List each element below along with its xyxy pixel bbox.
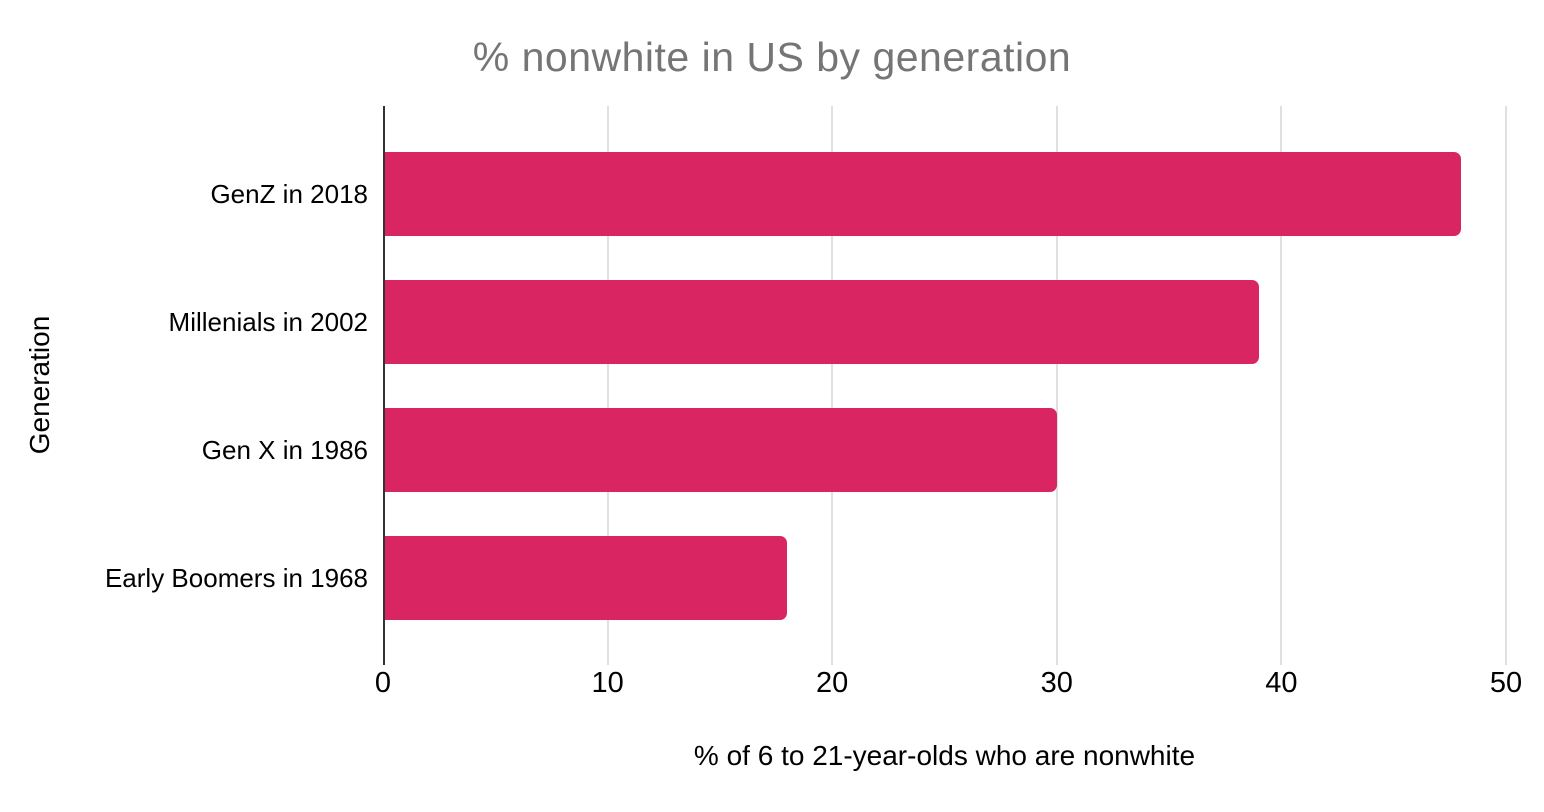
category-label: Millenials in 2002 xyxy=(168,307,368,337)
gridline xyxy=(831,106,834,665)
chart-title: % nonwhite in US by generation xyxy=(472,34,1072,80)
category-label: Early Boomers in 1968 xyxy=(104,563,368,593)
gridline xyxy=(1280,106,1283,665)
category-label: Gen X in 1986 xyxy=(201,435,368,465)
x-tick-label: 20 xyxy=(816,667,849,699)
y-axis-line xyxy=(383,106,385,665)
x-tick-label: 40 xyxy=(1265,667,1298,699)
gridline xyxy=(606,106,609,665)
x-tick-label: 30 xyxy=(1040,667,1073,699)
plot-area xyxy=(383,106,1507,665)
x-tick-label: 0 xyxy=(374,667,392,699)
x-tick-label: 10 xyxy=(591,667,624,699)
gridline xyxy=(1055,106,1058,665)
bar xyxy=(383,536,788,620)
x-axis-title: % of 6 to 21-year-olds who are nonwhite xyxy=(693,740,1196,771)
bar xyxy=(383,408,1057,492)
bar xyxy=(383,152,1462,236)
category-label: GenZ in 2018 xyxy=(210,179,368,209)
bar xyxy=(383,280,1259,364)
x-tick-label: 50 xyxy=(1489,667,1523,699)
gridline xyxy=(1505,106,1507,665)
